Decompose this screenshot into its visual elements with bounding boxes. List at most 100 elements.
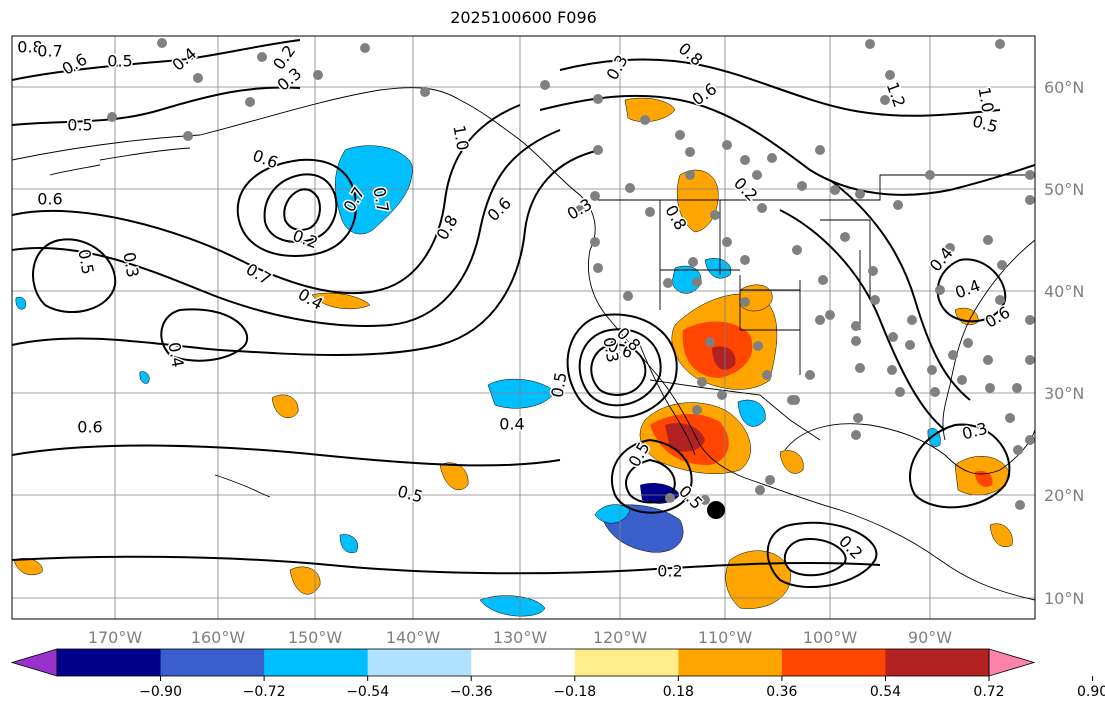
contour-ridge-2 [12,129,561,327]
colorbar-tick-label: 0.54 [870,684,901,700]
colorbar-segment [574,649,679,676]
contour-label: 0.6 [77,418,102,437]
shade-blue-small-1 [339,534,358,553]
colorbar-tick-label: −0.72 [243,684,286,700]
contour-label: 0.5 [67,116,92,135]
contour-west-closed [32,238,117,314]
coastline-alaska [12,87,596,251]
contour-east-low-2 [909,423,1011,509]
contour-label: 0.5 [107,52,132,71]
colorbar [10,648,1036,677]
graticule [12,36,1035,619]
shade-blue-small-3 [139,371,150,384]
contour-cutoff-1 [590,343,647,396]
contour-south-2 [12,555,881,575]
shade-orange-nw-us [676,169,719,233]
lon-tick: 140°W [386,628,441,647]
contour-label: 0.5 [547,371,570,399]
contour-low-center-2 [263,173,338,243]
shade-darkred-sw-us [712,346,736,370]
colorbar-segment [885,649,990,676]
latitude-ticks: 60°N 50°N 40°N 30°N 20°N 10°N [1044,78,1084,608]
shade-orange-south-4 [989,523,1013,548]
lon-tick: 160°W [191,628,246,647]
contour-ridge-1 [12,104,521,295]
contour-south-low-2 [766,521,878,588]
shade-orange-south-2 [289,566,321,595]
contour-trough-east [779,209,946,431]
shade-red-gulfmex [975,470,993,487]
shade-orange-bc [624,97,676,122]
contour-upper-left-2 [12,86,301,126]
coastline-east [942,239,1035,441]
contour-north-1 [559,58,1001,117]
hawaii [214,474,271,498]
contour-label: 0.4 [499,415,524,434]
colorbar-segment [160,649,265,676]
coastline-mexico [744,477,1035,601]
contour-label: 1.0 [974,86,997,114]
colorbar-segment [781,649,886,676]
colorbar-tick-label: −0.36 [450,684,493,700]
colorbar-tick-label: 0.72 [973,684,1004,700]
contour-tc-2 [610,438,693,514]
storm-center-marker [707,501,725,519]
states-lines [659,200,871,375]
contour-label: 0.7 [369,186,392,214]
border-us-mexico [649,379,821,441]
colorbar-tick-label: 0.18 [663,684,694,700]
contour-south-1 [12,444,561,467]
colorbar-border [56,648,990,677]
contour-label: 0.8 [17,38,42,57]
colorbar-segment [678,649,783,676]
shading-layer [13,97,1013,617]
contour-low-center-3 [283,188,321,231]
contour-label: 0.7 [37,42,62,61]
shade-orange-mid-pacific-1 [271,394,299,419]
colorbar-tick-label: 0.36 [766,684,797,700]
contour-tc-1 [625,458,676,504]
coastline-baja [639,344,696,456]
border-us-canada [598,174,1035,201]
contour-label: 0.2 [657,562,682,581]
contour-label: 0.4 [164,341,187,369]
longitude-ticks: 170°W 160°W 150°W 140°W 130°W 120°W 110°… [88,628,952,647]
shade-orange-mid-pacific-2 [439,462,469,490]
station-dots [107,38,1035,510]
lon-tick: 120°W [593,628,648,647]
shade-darkred-mexico [665,423,705,452]
coastlines [12,87,1035,601]
contour-cutoff-2 [578,328,662,407]
contour-trough-east-2 [829,179,971,401]
contour-label: 0.3 [599,336,622,364]
contour-south-low-1 [783,538,847,577]
colorbar-tick-label: −0.90 [139,684,182,700]
lon-tick: 150°W [288,628,343,647]
lon-tick: 100°W [803,628,858,647]
contour-ridge-3 [12,149,601,356]
shade-blue-gulf [737,399,766,427]
map-background [12,36,1035,619]
lat-tick: 60°N [1044,78,1084,97]
lat-tick: 20°N [1044,486,1084,505]
lon-tick: 110°W [698,628,753,647]
shade-lightblue-tc [594,504,631,524]
contour-low-center-1 [236,158,357,257]
lon-tick: 170°W [88,628,143,647]
colorbar-segment [57,649,162,676]
colorbar-tick-label: −0.54 [346,684,389,700]
lat-tick: 10°N [1044,589,1084,608]
shade-blue-idaho [704,258,732,279]
contour-label: 0.6 [37,190,62,209]
colorbar-segment [471,649,576,676]
shade-orange-offshore [311,292,371,310]
contour-lines [12,39,1035,588]
lon-tick: 130°W [493,628,548,647]
colorbar-extend-min [10,648,58,677]
contour-east-low-1 [936,258,1007,323]
map-frame [11,35,1036,620]
colorbar-extend-max [988,648,1036,677]
shade-blue-small-2 [15,296,26,310]
contour-west-closed-2 [160,308,249,362]
